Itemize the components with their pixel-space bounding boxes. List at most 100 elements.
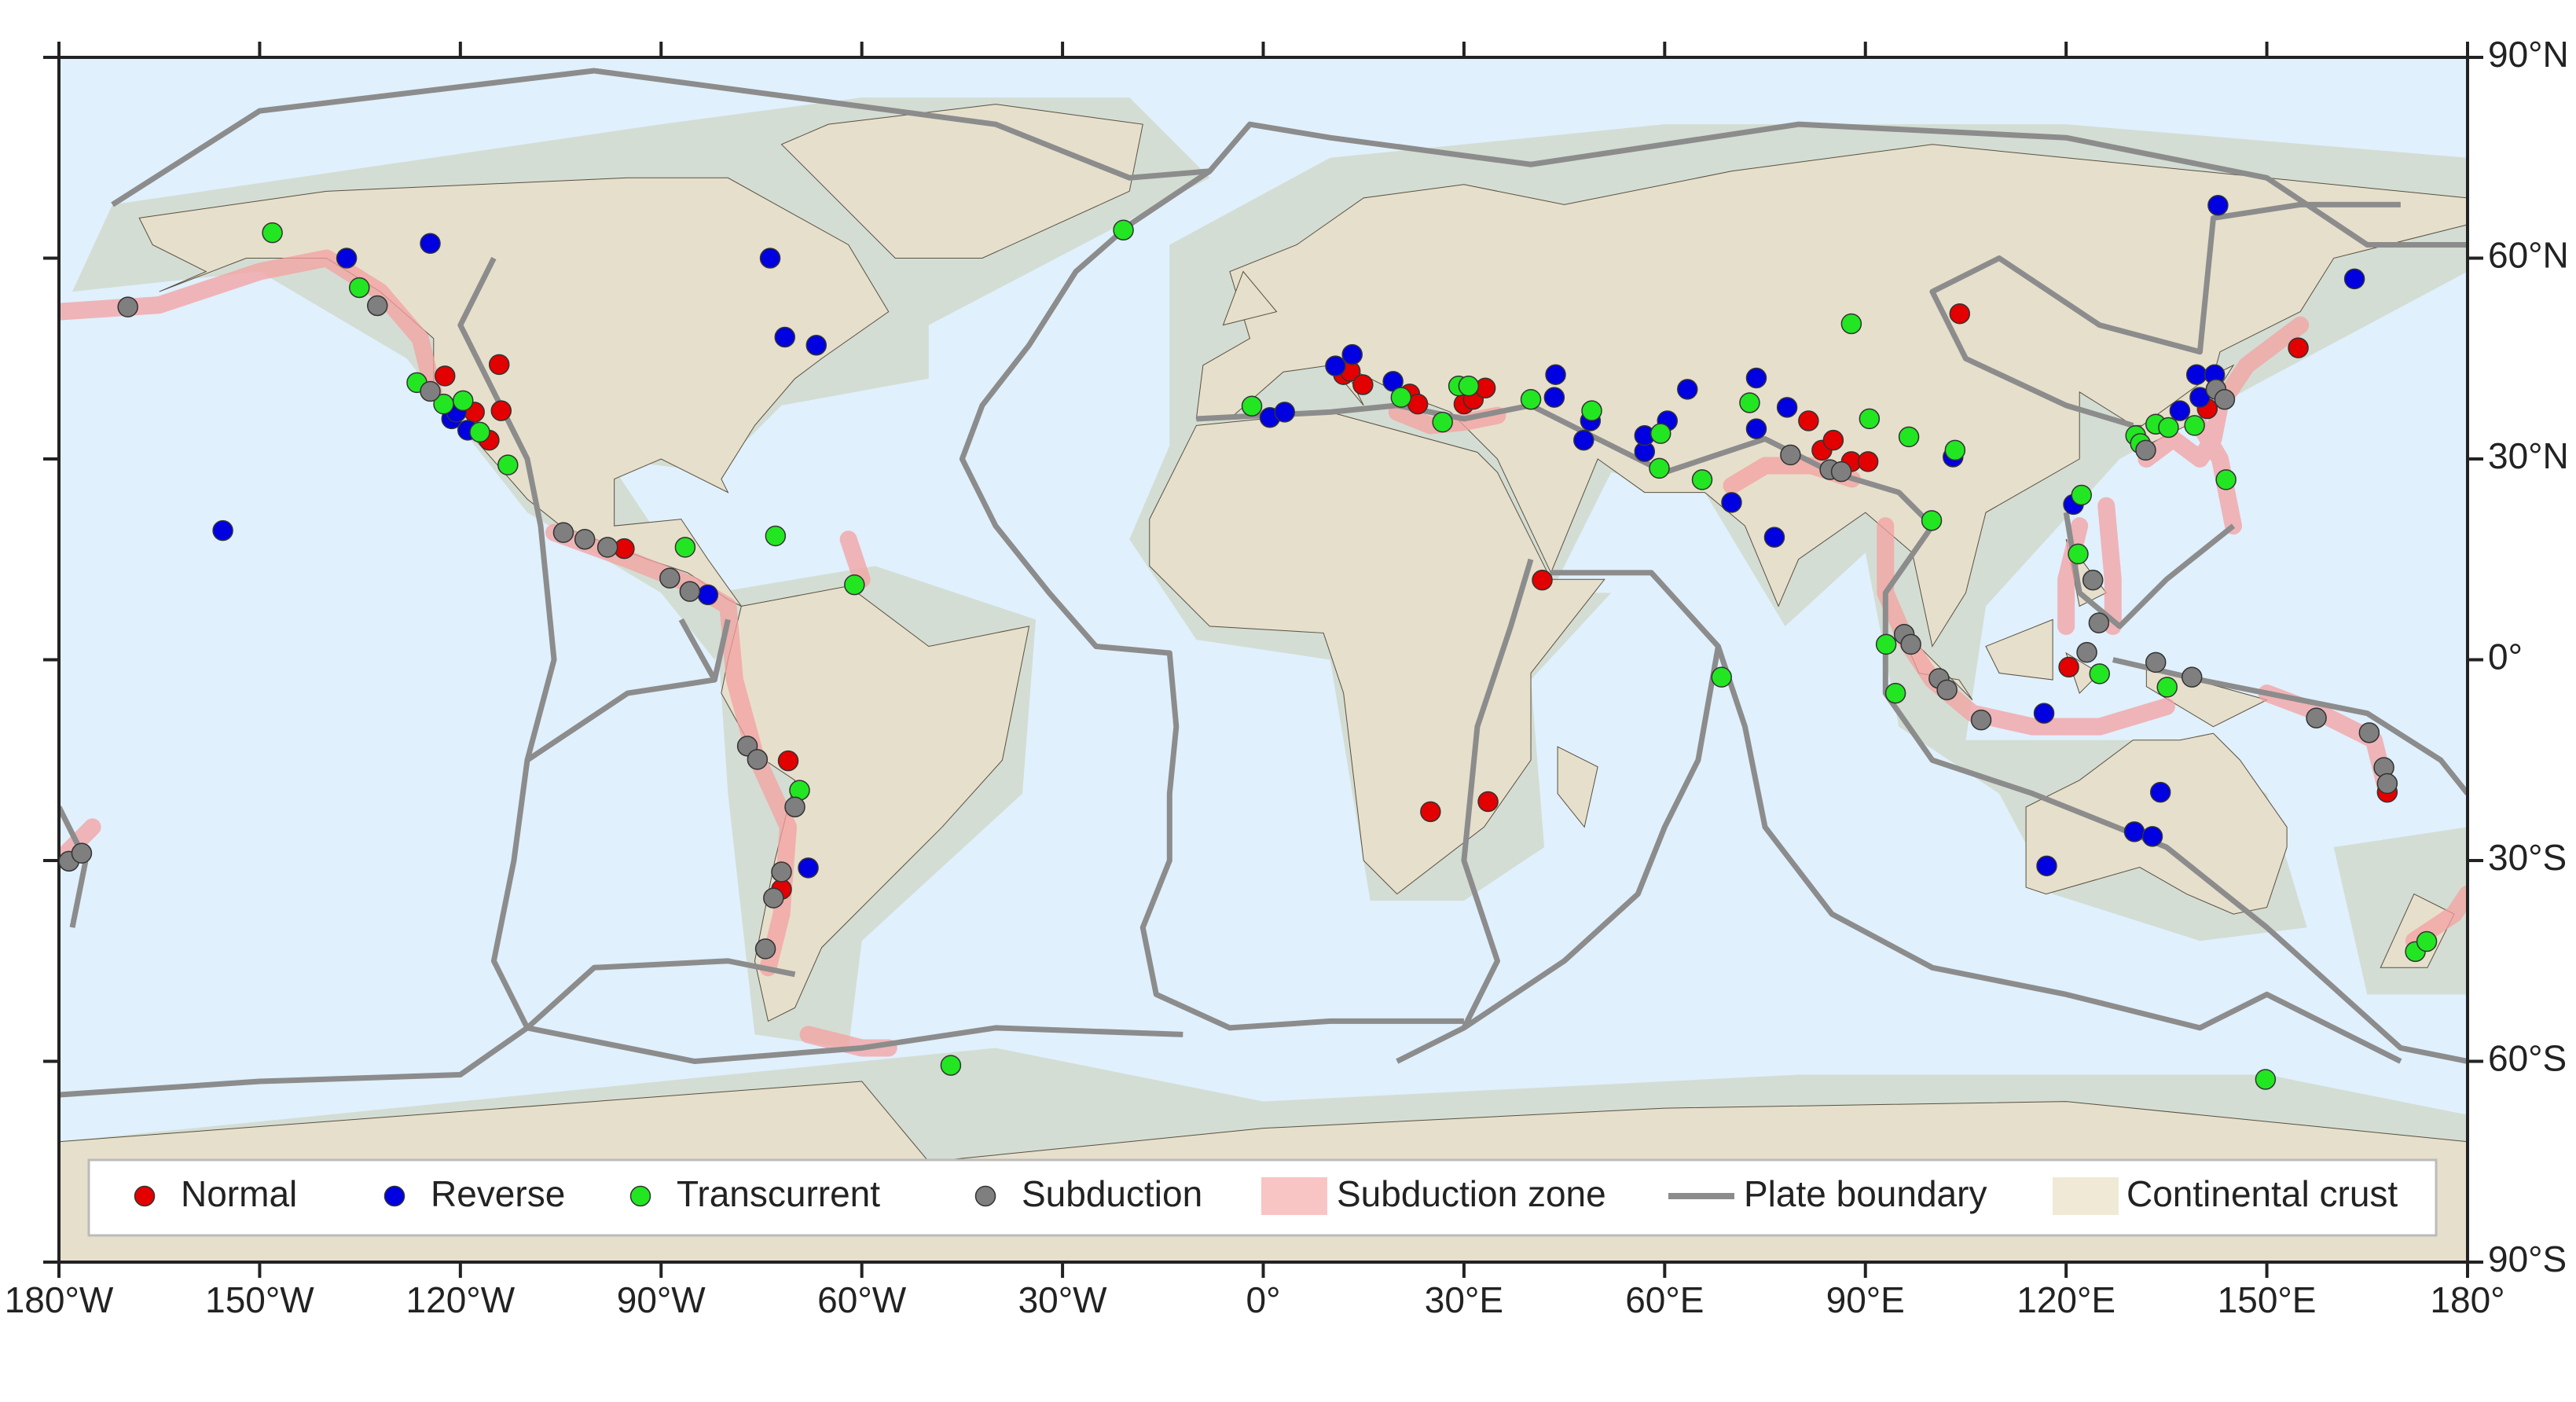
event-point	[2071, 484, 2092, 506]
event-point	[679, 581, 701, 602]
event-point	[1745, 418, 1767, 439]
event-point	[659, 567, 681, 589]
event-point	[1274, 402, 1295, 423]
legend-label: Normal	[181, 1173, 297, 1214]
event-point	[1780, 444, 1801, 466]
event-point	[2149, 781, 2171, 803]
x-tick-label: 30°E	[1425, 1279, 1503, 1320]
event-point	[1859, 408, 1881, 430]
event-point	[1649, 423, 1671, 444]
event-point	[435, 365, 456, 387]
x-tick-label: 30°W	[1018, 1279, 1108, 1320]
event-point	[1830, 461, 1852, 483]
x-tick-label: 90°E	[1826, 1279, 1905, 1320]
event-point	[212, 519, 233, 541]
event-point	[1352, 374, 1374, 395]
event-point	[759, 248, 781, 269]
legend-label: Reverse	[431, 1173, 565, 1214]
x-tick-label: 60°W	[817, 1279, 907, 1320]
event-point	[798, 857, 819, 879]
event-point	[940, 1055, 962, 1076]
legend-swatch-continental-crust	[2053, 1177, 2119, 1215]
event-point	[490, 400, 512, 421]
event-point	[747, 749, 769, 770]
event-point	[2255, 1069, 2277, 1090]
event-point	[1798, 410, 1819, 431]
event-point	[805, 334, 827, 356]
event-point	[2145, 651, 2167, 673]
event-points	[58, 194, 2438, 1090]
legend-label: Plate boundary	[1744, 1173, 1987, 1214]
event-point	[1432, 411, 1453, 433]
legend-marker	[383, 1185, 405, 1207]
event-point	[1390, 387, 1412, 408]
event-point	[1113, 219, 1134, 240]
event-point	[452, 390, 474, 412]
legend-marker	[974, 1185, 996, 1207]
event-point	[1944, 439, 1966, 461]
legend-label: Transcurrent	[677, 1173, 880, 1214]
event-point	[497, 454, 519, 475]
legend-label: Subduction	[1022, 1173, 1202, 1214]
event-point	[1477, 791, 1499, 813]
event-point	[2076, 641, 2097, 663]
event-point	[2169, 400, 2191, 421]
event-point	[2215, 469, 2237, 490]
event-point	[1545, 364, 1566, 385]
event-point	[2033, 703, 2055, 724]
event-point	[1822, 429, 1844, 451]
event-point	[2185, 364, 2207, 385]
event-point	[1739, 392, 1760, 413]
event-point	[349, 277, 370, 299]
event-point	[2376, 773, 2398, 795]
event-point	[1649, 457, 1670, 479]
event-point	[1420, 801, 1441, 823]
event-point	[420, 380, 441, 402]
event-point	[336, 248, 358, 269]
event-point	[1711, 666, 1732, 688]
event-point	[1325, 355, 1346, 376]
event-point	[674, 537, 696, 558]
event-point	[774, 326, 796, 348]
legend-marker	[629, 1185, 651, 1207]
y-tick-label: 90°N	[2488, 34, 2569, 75]
event-point	[1532, 569, 1553, 591]
event-point	[1776, 397, 1798, 418]
event-point	[2207, 194, 2229, 216]
event-point	[1691, 469, 1713, 490]
event-point	[552, 522, 574, 543]
event-point	[2158, 417, 2179, 439]
x-tick-label: 60°E	[1625, 1279, 1704, 1320]
event-point	[754, 938, 776, 960]
y-tick-label: 0°	[2488, 637, 2523, 677]
event-point	[771, 861, 792, 883]
axes: 180°W 150°W 120°W 90°W 60°W 30°W 0° 30°E 60°E 90°…	[5, 34, 2569, 1320]
event-point	[2068, 543, 2089, 565]
x-tick-label: 120°W	[406, 1279, 516, 1320]
event-point	[420, 233, 441, 255]
event-point	[1721, 492, 1742, 513]
event-point	[2058, 656, 2079, 678]
legend-swatch-subduction-zone	[1261, 1177, 1327, 1215]
event-point	[2089, 663, 2110, 684]
event-point	[2184, 415, 2205, 436]
x-tick-label: 180°W	[5, 1279, 114, 1320]
event-point	[262, 222, 283, 244]
event-point	[1936, 679, 1958, 701]
event-point	[1763, 527, 1785, 548]
event-point	[2135, 439, 2156, 461]
y-tick-label: 30°N	[2488, 435, 2569, 476]
event-point	[1875, 633, 1897, 655]
event-point	[2141, 826, 2163, 847]
legend-label: Continental crust	[2126, 1173, 2398, 1214]
event-point	[2181, 666, 2203, 688]
event-point	[1949, 303, 1971, 325]
event-point	[2306, 707, 2327, 729]
x-tick-label: 90°W	[617, 1279, 706, 1320]
event-point	[2288, 337, 2309, 358]
event-point	[1857, 451, 1879, 472]
event-point	[2036, 855, 2057, 877]
event-point	[1341, 343, 1363, 365]
y-tick-label: 90°S	[2488, 1239, 2567, 1279]
